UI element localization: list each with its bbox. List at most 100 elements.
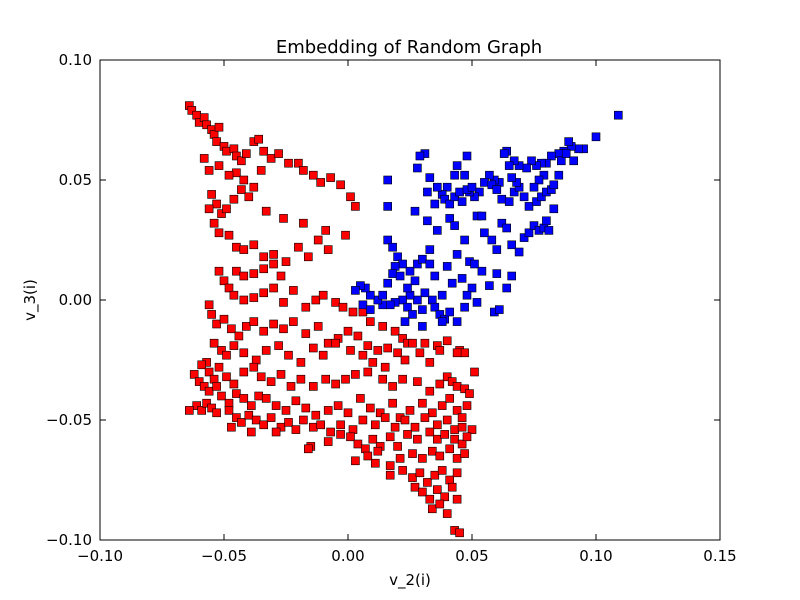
data-point xyxy=(266,377,276,386)
data-point xyxy=(504,161,514,170)
data-point xyxy=(259,420,269,430)
data-point xyxy=(281,406,291,415)
data-point xyxy=(400,317,410,326)
data-point xyxy=(361,444,370,454)
data-point xyxy=(227,422,236,432)
data-point xyxy=(358,350,368,360)
data-point xyxy=(239,394,249,403)
data-point xyxy=(321,374,331,384)
data-point xyxy=(194,377,204,386)
data-point xyxy=(346,432,355,442)
data-point xyxy=(239,245,249,254)
data-point xyxy=(323,338,333,348)
data-point xyxy=(358,300,368,310)
data-point xyxy=(447,377,457,386)
data-point xyxy=(281,257,291,266)
data-point xyxy=(308,382,318,391)
data-point xyxy=(266,154,276,163)
data-point xyxy=(373,295,383,305)
data-point xyxy=(207,310,216,319)
data-point xyxy=(423,187,432,197)
data-point xyxy=(222,146,231,156)
data-point xyxy=(514,247,524,257)
data-point xyxy=(383,202,393,211)
data-point xyxy=(445,199,455,209)
data-point xyxy=(403,302,412,312)
data-point xyxy=(279,214,288,223)
data-point xyxy=(323,437,333,446)
data-point xyxy=(269,283,278,293)
data-point xyxy=(403,430,412,439)
y-tick-label: 0.05 xyxy=(59,171,92,189)
data-point xyxy=(284,158,293,168)
data-point xyxy=(388,382,397,391)
data-point xyxy=(385,470,395,480)
data-point xyxy=(353,439,363,449)
data-point xyxy=(259,264,269,274)
data-point xyxy=(504,197,514,206)
data-point xyxy=(519,233,529,242)
data-point xyxy=(276,370,286,379)
data-point xyxy=(237,185,246,194)
x-tick-label: 0.00 xyxy=(331,547,364,565)
data-point xyxy=(460,170,469,180)
data-point xyxy=(507,271,517,281)
data-point xyxy=(390,422,400,432)
data-point xyxy=(561,149,571,158)
data-point xyxy=(405,290,415,300)
data-point xyxy=(462,290,472,300)
data-point xyxy=(390,262,400,271)
data-point xyxy=(450,192,459,202)
data-point xyxy=(432,182,442,192)
data-point xyxy=(239,348,249,358)
data-point xyxy=(336,430,345,439)
data-point xyxy=(408,473,417,482)
data-point xyxy=(413,163,422,173)
data-point xyxy=(356,281,365,290)
data-point xyxy=(217,391,226,401)
data-point xyxy=(204,204,214,214)
ticks-layer: −0.10 −0.05 0.00 0.05 0.10 0.15 −0.10 −0.05 0.00… xyxy=(46,51,737,565)
y-tick-label: −0.10 xyxy=(46,531,92,549)
data-point xyxy=(318,290,328,300)
data-point xyxy=(442,372,452,382)
data-point xyxy=(519,192,529,202)
data-point xyxy=(400,355,410,365)
data-point xyxy=(383,235,393,245)
data-point xyxy=(452,494,462,504)
data-point xyxy=(613,110,623,120)
data-point xyxy=(435,346,445,355)
data-point xyxy=(437,466,447,475)
data-point xyxy=(378,374,388,384)
data-point xyxy=(375,408,385,418)
data-point xyxy=(390,326,400,336)
data-point xyxy=(222,204,231,214)
data-point xyxy=(452,317,462,326)
data-point xyxy=(403,283,412,293)
data-point xyxy=(485,170,494,180)
x-axis-label: v_2(i) xyxy=(389,571,431,590)
data-point xyxy=(326,173,335,182)
data-point xyxy=(430,199,440,209)
y-tick-label: 0.00 xyxy=(59,291,92,309)
data-point xyxy=(323,406,333,415)
data-point xyxy=(378,290,388,300)
data-point xyxy=(529,182,539,192)
data-point xyxy=(445,394,455,403)
data-point xyxy=(326,427,335,437)
data-point xyxy=(296,358,306,367)
data-point xyxy=(477,211,487,221)
data-point xyxy=(415,468,425,478)
data-point xyxy=(289,286,298,295)
data-point xyxy=(261,394,271,403)
data-point xyxy=(502,283,512,293)
data-point xyxy=(204,166,214,175)
data-point xyxy=(380,413,390,422)
data-point xyxy=(425,494,435,504)
data-point xyxy=(492,269,502,278)
data-point xyxy=(507,173,517,182)
data-point xyxy=(450,425,459,434)
data-point xyxy=(286,382,296,391)
data-point xyxy=(266,413,276,422)
